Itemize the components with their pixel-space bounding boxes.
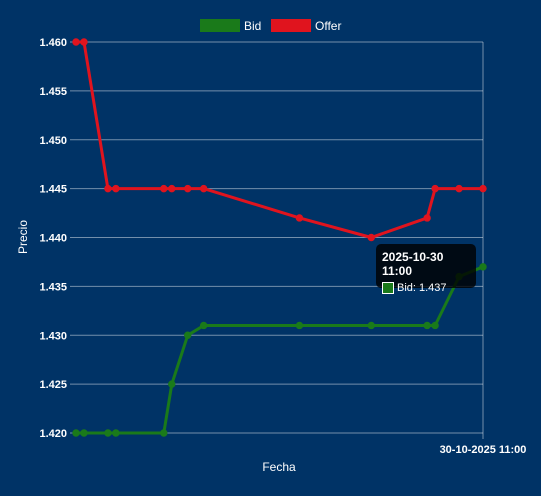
bid-data-point[interactable]: [479, 263, 487, 271]
x-axis-title: Fecha: [262, 460, 296, 474]
legend-item-offer[interactable]: Offer: [271, 19, 341, 33]
y-tick-label: 1.435: [39, 281, 67, 293]
legend-item-bid[interactable]: Bid: [200, 19, 261, 33]
axes: 1.460 1.455 1.450 1.445 1.440 1.435 1.430 1.425…: [39, 37, 526, 456]
bid-data-point[interactable]: [423, 321, 431, 330]
tooltip-row: Bid: 1.437: [382, 282, 470, 294]
bid-data-point[interactable]: [104, 429, 112, 437]
offer-data-point[interactable]: [168, 184, 176, 193]
legend-swatch-offer: [271, 19, 311, 32]
legend-swatch-bid: [200, 19, 240, 32]
y-tick-label: 1.430: [39, 330, 67, 342]
y-tick-label: 1.440: [39, 233, 67, 245]
tooltip-color-swatch: [382, 282, 394, 294]
legend[interactable]: Bid Offer: [200, 19, 341, 33]
y-tick-label: 1.445: [39, 184, 67, 196]
offer-data-point[interactable]: [199, 184, 208, 193]
bid-data-point[interactable]: [168, 380, 176, 388]
offer-data-point[interactable]: [479, 184, 487, 193]
y-axis-title: Precio: [16, 220, 30, 254]
bid-data-point[interactable]: [295, 321, 304, 330]
series-layer: [72, 38, 487, 437]
tooltip-title: 2025-10-30 11:00: [382, 250, 444, 278]
y-tick-label: 1.420: [39, 428, 67, 440]
tooltip: 2025-10-30 11:00 Bid: 1.437: [376, 244, 476, 294]
legend-label-bid: Bid: [244, 19, 261, 33]
offer-data-point[interactable]: [104, 184, 112, 193]
offer-data-point[interactable]: [423, 214, 431, 222]
offer-data-point[interactable]: [80, 38, 88, 46]
bid-data-point[interactable]: [80, 429, 88, 437]
bid-data-point[interactable]: [112, 429, 120, 437]
bid-data-point[interactable]: [184, 331, 192, 339]
bid-data-point[interactable]: [367, 321, 375, 330]
bid-data-point[interactable]: [72, 429, 80, 437]
legend-label-offer: Offer: [315, 19, 341, 33]
tooltip-value: Bid: 1.437: [397, 282, 447, 294]
offer-data-point[interactable]: [72, 38, 80, 46]
offer-data-point[interactable]: [160, 184, 168, 193]
y-tick-label: 1.460: [39, 37, 67, 49]
bid-data-point[interactable]: [199, 321, 208, 330]
bid-data-point[interactable]: [431, 321, 439, 330]
offer-data-point[interactable]: [455, 184, 463, 193]
offer-data-point[interactable]: [295, 214, 304, 222]
bid-data-point[interactable]: [160, 429, 168, 437]
x-tick-label: 30-10-2025 11:00: [440, 444, 527, 456]
offer-data-point[interactable]: [184, 184, 192, 193]
offer-data-point[interactable]: [431, 184, 439, 193]
offer-data-point[interactable]: [112, 184, 120, 193]
y-tick-label: 1.455: [39, 86, 67, 98]
offer-data-point[interactable]: [367, 233, 375, 242]
y-tick-label: 1.425: [39, 379, 67, 391]
grid: [70, 41, 484, 439]
y-tick-label: 1.450: [39, 135, 67, 147]
